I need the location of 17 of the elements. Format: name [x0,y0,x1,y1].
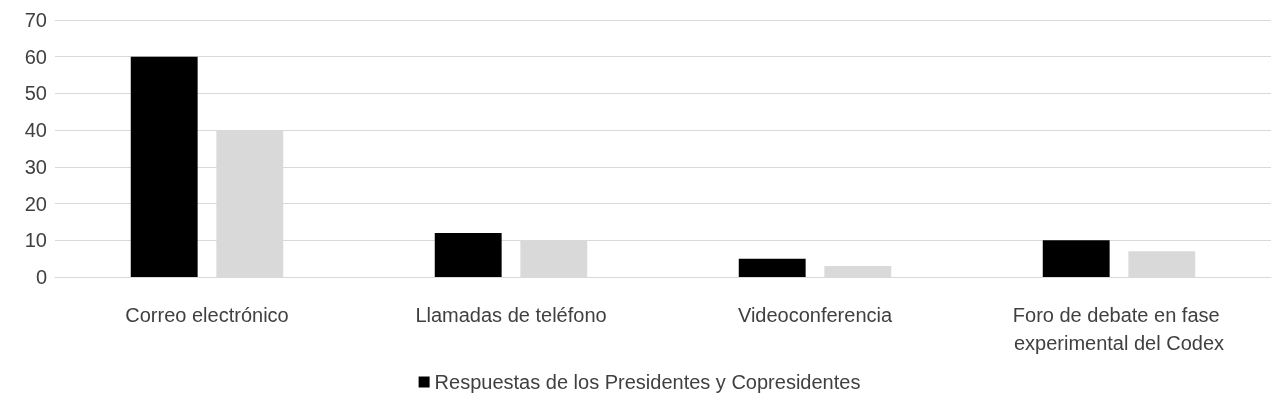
bar [1042,240,1110,277]
y-tick-label: 40 [24,119,47,142]
y-tick-label: 50 [24,82,47,105]
x-tick-label: Correo electrónico [125,304,289,326]
bar [434,232,502,277]
x-tick-label: Llamadas de teléfono [415,304,607,326]
y-tick-label: 10 [24,229,47,252]
legend-label: Respuestas de los Presidentes y Copresidentes [434,371,861,393]
y-tick-label: 60 [24,45,47,68]
x-tick-label: Videoconferencia [737,304,893,326]
y-tick-label: 30 [24,155,47,178]
x-tick-label: Foro de debate en fase experimental del Codex [1012,304,1226,354]
y-tick-label: 20 [24,192,47,215]
bar [738,258,806,277]
y-tick-label: 0 [35,266,47,288]
y-tick-label: 70 [24,9,47,31]
bar [130,56,198,277]
